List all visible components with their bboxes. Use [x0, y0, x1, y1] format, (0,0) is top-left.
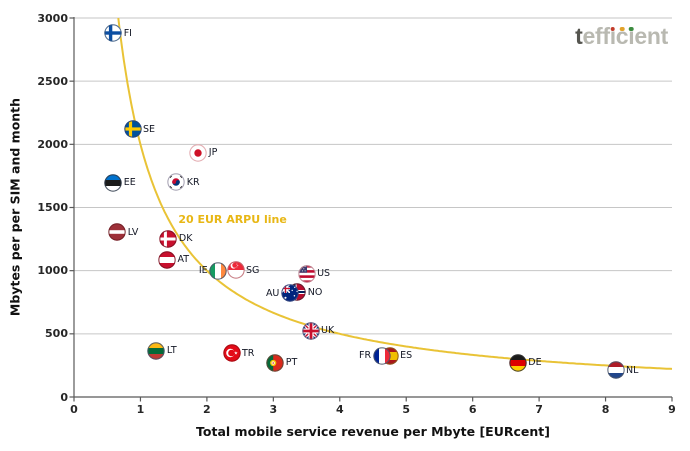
point-lt	[147, 342, 166, 360]
x-tick-label: 1	[136, 403, 145, 416]
x-tick-label: 9	[668, 403, 676, 416]
x-tick-label: 4	[335, 403, 344, 416]
flag-us-icon	[297, 265, 316, 283]
logo-dot-icon	[610, 26, 616, 32]
point-label-jp: JP	[208, 147, 218, 158]
point-label-lv: LV	[127, 226, 139, 238]
x-tick-label: 2	[203, 403, 211, 416]
point-label-ee: EE	[123, 177, 136, 189]
flag-jp-icon	[189, 143, 207, 162]
point-at	[158, 251, 176, 269]
flag-fr-icon	[372, 346, 391, 365]
point-label-fi: FI	[123, 27, 132, 39]
point-ee	[104, 174, 122, 192]
flag-sg-icon	[226, 261, 245, 279]
flag-fi-icon	[104, 24, 122, 42]
point-lv	[108, 223, 126, 241]
point-tr	[222, 344, 241, 363]
point-label-au: AU	[265, 287, 280, 299]
y-tick-label: 2500	[37, 74, 68, 88]
x-tick-label: 3	[269, 403, 278, 416]
flag-se-icon	[123, 120, 142, 138]
x-tick-label: 6	[468, 403, 477, 416]
y-tick-label: 0	[60, 390, 68, 404]
y-tick-label: 3000	[37, 11, 68, 25]
arpu-curve-label: 20 EUR ARPU line	[178, 213, 287, 226]
point-nl	[606, 361, 625, 379]
x-tick-label: 0	[70, 403, 78, 416]
flag-de-icon	[509, 354, 527, 372]
point-label-se: SE	[143, 123, 156, 135]
tefficient-logo: teff ı c ıent	[575, 23, 668, 49]
x-tick-label: 7	[535, 403, 543, 416]
logo-dot-icon	[629, 26, 634, 32]
flag-lv-icon	[108, 223, 126, 241]
arpu-curve	[117, 17, 673, 370]
point-uk	[301, 321, 320, 340]
point-sg	[226, 261, 245, 279]
x-axis-title: Total mobile service revenue per Mbyte […	[196, 424, 550, 439]
point-jp	[189, 143, 207, 162]
y-tick-label: 1500	[37, 201, 68, 214]
point-de	[509, 354, 527, 372]
flag-ie-icon	[209, 261, 227, 280]
y-axis-title: Mbytes per per SIM and month	[7, 97, 23, 317]
point-label-at: AT	[177, 254, 190, 266]
point-us	[297, 265, 316, 283]
flag-au-icon	[281, 284, 299, 303]
x-tick-label: 5	[402, 403, 411, 416]
flag-nl-icon	[606, 361, 625, 379]
x-tick-label: 8	[601, 403, 610, 416]
logo-dot-icon	[619, 26, 625, 32]
point-label-de: DE	[528, 357, 542, 369]
point-label-es: ES	[400, 350, 413, 362]
point-label-fr: FR	[359, 350, 372, 362]
point-label-lt: LT	[166, 345, 177, 357]
logo-first-letter: t	[575, 23, 583, 49]
point-pt	[266, 353, 284, 372]
point-label-kr: KR	[186, 176, 200, 188]
flag-tr-icon	[222, 344, 241, 363]
flag-pt-icon	[266, 353, 284, 372]
point-au	[281, 284, 299, 303]
point-label-pt: PT	[285, 357, 298, 369]
logo-rest: eff ı c ıent	[582, 23, 668, 49]
point-ie	[209, 261, 227, 280]
flag-at-icon	[158, 251, 176, 269]
y-tick-label: 500	[45, 327, 68, 341]
point-label-uk: UK	[321, 325, 335, 337]
flag-kr-icon	[167, 173, 185, 191]
point-se	[123, 120, 142, 138]
point-label-dk: DK	[178, 233, 193, 244]
flag-uk-icon	[301, 321, 320, 340]
point-label-us: US	[317, 268, 331, 280]
point-label-no: NO	[307, 286, 323, 298]
point-label-sg: SG	[246, 264, 260, 276]
point-fr	[372, 346, 391, 365]
point-dk	[159, 229, 178, 248]
y-tick-label: 2000	[37, 137, 68, 151]
point-label-ie: IE	[198, 265, 208, 277]
point-label-tr: TR	[242, 347, 255, 359]
flag-lt-icon	[147, 342, 166, 360]
point-fi	[104, 24, 122, 42]
flag-ee-icon	[104, 174, 122, 192]
point-label-nl: NL	[626, 364, 639, 376]
point-kr	[167, 173, 185, 191]
flag-dk-icon	[159, 229, 178, 248]
y-tick-label: 1000	[37, 264, 68, 278]
